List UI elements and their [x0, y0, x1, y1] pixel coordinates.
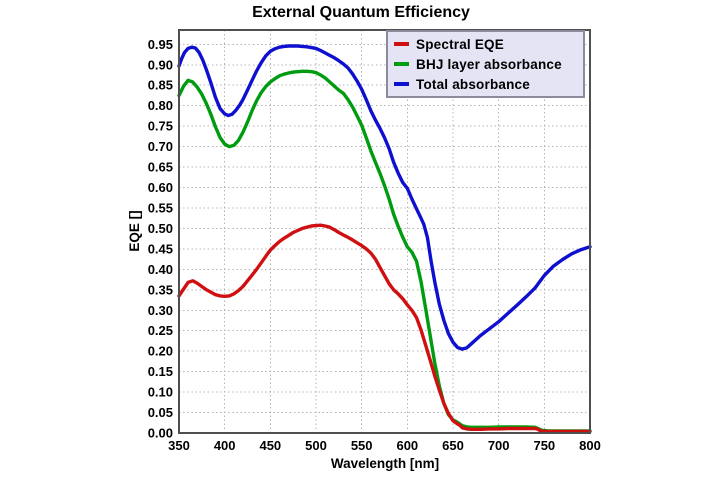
- y-tick-label: 0.60: [148, 180, 173, 195]
- x-tick-label: 500: [305, 438, 327, 453]
- x-tick-label: 700: [488, 438, 510, 453]
- legend-label: BHJ layer absorbance: [416, 56, 562, 72]
- legend-label: Spectral EQE: [416, 36, 504, 52]
- y-tick-label: 0.35: [148, 282, 173, 297]
- x-tick-label: 650: [442, 438, 464, 453]
- legend-item-total-absorbance: Total absorbance: [394, 74, 579, 94]
- y-tick-labels: 0.00 0.05 0.10 0.15 0.20 0.25 0.30 0.35 0.40 0.45…: [148, 37, 173, 441]
- x-tick-labels: 350 400 450 500 550 600 650 700 750 800: [168, 438, 601, 453]
- y-axis-label: EQE []: [127, 210, 142, 251]
- y-tick-label: 0.00: [148, 426, 173, 441]
- y-tick-label: 0.20: [148, 344, 173, 359]
- legend-item-bhj-absorbance: BHJ layer absorbance: [394, 54, 579, 74]
- legend-box: Spectral EQE BHJ layer absorbance Total …: [386, 30, 585, 98]
- series-line-bhj-layer-absorbance: [177, 69, 592, 433]
- x-tick-label: 600: [396, 438, 418, 453]
- y-tick-label: 0.15: [148, 364, 173, 379]
- chart-title: External Quantum Efficiency: [252, 4, 470, 21]
- x-tick-label: 550: [351, 438, 373, 453]
- x-tick-label: 750: [533, 438, 555, 453]
- red-line-swatch-icon: [394, 42, 409, 46]
- y-tick-label: 0.75: [148, 119, 173, 134]
- y-tick-label: 0.85: [148, 78, 173, 93]
- y-tick-label: 0.50: [148, 221, 173, 236]
- y-tick-label: 0.95: [148, 37, 173, 52]
- y-tick-label: 0.10: [148, 385, 173, 400]
- legend-label: Total absorbance: [416, 76, 530, 92]
- gridlines: [179, 30, 590, 433]
- y-tick-label: 0.70: [148, 139, 173, 154]
- x-tick-label: 800: [579, 438, 601, 453]
- blue-line-swatch-icon: [394, 82, 409, 86]
- x-tick-label: 450: [259, 438, 281, 453]
- series-line-spectral-eqe: [177, 223, 592, 434]
- x-tick-label: 400: [214, 438, 236, 453]
- series-line-total-absorbance: [177, 44, 592, 351]
- y-tick-label: 0.30: [148, 303, 173, 318]
- y-tick-label: 0.80: [148, 98, 173, 113]
- y-tick-label: 0.90: [148, 57, 173, 72]
- y-tick-label: 0.25: [148, 323, 173, 338]
- green-line-swatch-icon: [394, 62, 409, 66]
- y-tick-label: 0.65: [148, 160, 173, 175]
- y-tick-label: 0.55: [148, 200, 173, 215]
- x-tick-label: 350: [168, 438, 190, 453]
- data-series: [177, 44, 592, 434]
- x-axis-label: Wavelength [nm]: [331, 456, 439, 471]
- legend-item-spectral-eqe: Spectral EQE: [394, 34, 579, 54]
- axis-frame: [178, 29, 591, 434]
- y-tick-label: 0.05: [148, 405, 173, 420]
- y-tick-label: 0.45: [148, 241, 173, 256]
- y-tick-label: 0.40: [148, 262, 173, 277]
